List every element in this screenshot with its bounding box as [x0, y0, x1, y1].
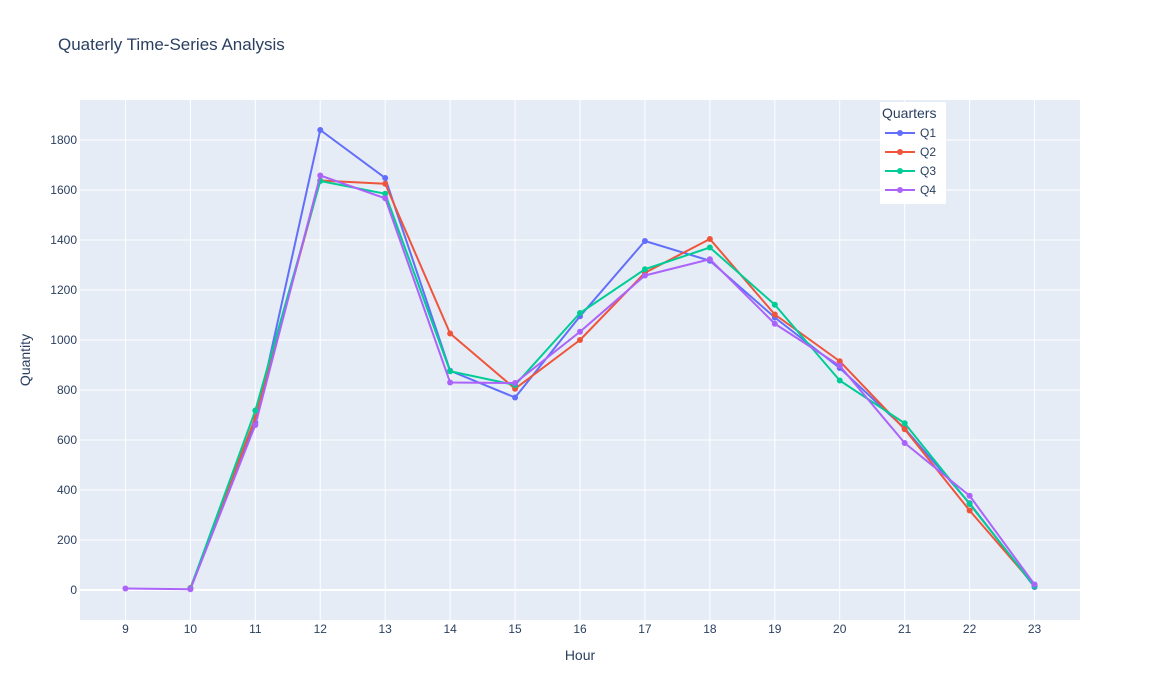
series-line-q2[interactable]	[189, 179, 1036, 589]
data-point[interactable]	[641, 238, 648, 244]
data-point[interactable]	[706, 244, 713, 251]
series-lines	[122, 127, 1038, 593]
data-point[interactable]	[382, 175, 389, 181]
x-tick-label: 11	[249, 622, 262, 636]
data-point[interactable]	[706, 256, 713, 263]
y-tick-label: 0	[70, 583, 77, 597]
data-point[interactable]	[317, 172, 324, 179]
legend-swatch-marker	[897, 130, 903, 136]
legend-item-q3[interactable]: Q3	[885, 164, 936, 178]
gridlines	[80, 100, 1080, 620]
y-axis-title: Quantity	[17, 334, 33, 386]
x-tick-label: 9	[122, 622, 129, 636]
data-point[interactable]	[836, 358, 843, 365]
data-point[interactable]	[577, 328, 583, 335]
data-point[interactable]	[901, 426, 908, 433]
legend-label: Q3	[920, 164, 936, 178]
legend-title: Quarters	[882, 105, 936, 121]
x-tick-label: 19	[768, 622, 782, 636]
data-point[interactable]	[317, 127, 324, 133]
legend-item-q1[interactable]: Q1	[885, 126, 936, 140]
x-tick-label: 14	[443, 622, 457, 636]
y-tick-label: 1600	[50, 183, 77, 197]
legend-label: Q2	[920, 145, 936, 159]
x-tick-label: 10	[184, 622, 198, 636]
data-point[interactable]	[577, 337, 583, 343]
series-line-q3[interactable]	[189, 180, 1036, 589]
data-point[interactable]	[447, 368, 454, 375]
data-point[interactable]	[771, 311, 778, 318]
x-tick-label: 15	[508, 622, 522, 636]
legend-items: Q1 Q2 Q3 Q4	[885, 126, 936, 197]
series-q4[interactable]	[122, 172, 1038, 593]
legend-swatch-marker	[897, 187, 903, 193]
y-tick-label: 1000	[50, 333, 77, 347]
data-point[interactable]	[641, 272, 648, 279]
data-point[interactable]	[771, 301, 778, 308]
data-point[interactable]	[901, 440, 908, 446]
data-point[interactable]	[1031, 581, 1038, 588]
x-tick-label: 18	[703, 622, 717, 636]
x-tick-label: 22	[963, 622, 977, 636]
data-point[interactable]	[836, 362, 843, 369]
y-tick-label: 400	[57, 483, 77, 497]
legend-item-q4[interactable]: Q4	[885, 183, 936, 197]
legend-swatch-marker	[897, 168, 903, 174]
data-point[interactable]	[706, 236, 713, 242]
y-tick-label: 1200	[50, 283, 77, 297]
x-axis-title: Hour	[565, 647, 596, 663]
data-point[interactable]	[187, 586, 194, 593]
chart-title: Quaterly Time-Series Analysis	[58, 35, 285, 54]
data-point[interactable]	[966, 492, 973, 499]
y-tick-label: 1800	[50, 133, 77, 147]
legend[interactable]: Quarters Q1 Q2 Q3 Q4	[880, 102, 946, 204]
data-point[interactable]	[577, 310, 583, 316]
data-point[interactable]	[512, 380, 519, 386]
y-tick-label: 1400	[50, 233, 77, 247]
data-point[interactable]	[447, 330, 454, 337]
x-tick-label: 21	[898, 622, 912, 636]
x-tick-label: 17	[638, 622, 652, 636]
data-point[interactable]	[771, 320, 778, 327]
data-point[interactable]	[512, 394, 519, 401]
data-point[interactable]	[966, 507, 973, 514]
data-point[interactable]	[122, 585, 129, 592]
x-tick-label: 12	[314, 622, 328, 636]
legend-item-q2[interactable]: Q2	[885, 145, 936, 159]
data-point[interactable]	[641, 266, 648, 273]
data-point[interactable]	[966, 501, 973, 507]
legend-swatch-marker	[897, 149, 903, 155]
x-tick-label: 23	[1028, 622, 1042, 636]
x-tick-label: 16	[573, 622, 587, 636]
y-tick-label: 600	[57, 433, 77, 447]
y-tick-label: 200	[57, 533, 77, 547]
data-point[interactable]	[901, 420, 908, 427]
legend-label: Q1	[920, 126, 936, 140]
data-point[interactable]	[382, 195, 389, 202]
data-point[interactable]	[382, 180, 389, 187]
data-point[interactable]	[252, 422, 259, 428]
data-point[interactable]	[836, 377, 843, 384]
data-point[interactable]	[447, 379, 454, 386]
data-point[interactable]	[252, 407, 259, 414]
x-tick-label: 20	[833, 622, 847, 636]
legend-label: Q4	[920, 183, 936, 197]
y-tick-label: 800	[57, 383, 77, 397]
tick-labels: 9 10 11 12 13 14 15 16 17 18 19 20 21 22 23 0 200 400 600 8…	[50, 133, 1041, 636]
data-point[interactable]	[382, 190, 389, 197]
x-tick-label: 13	[379, 622, 393, 636]
